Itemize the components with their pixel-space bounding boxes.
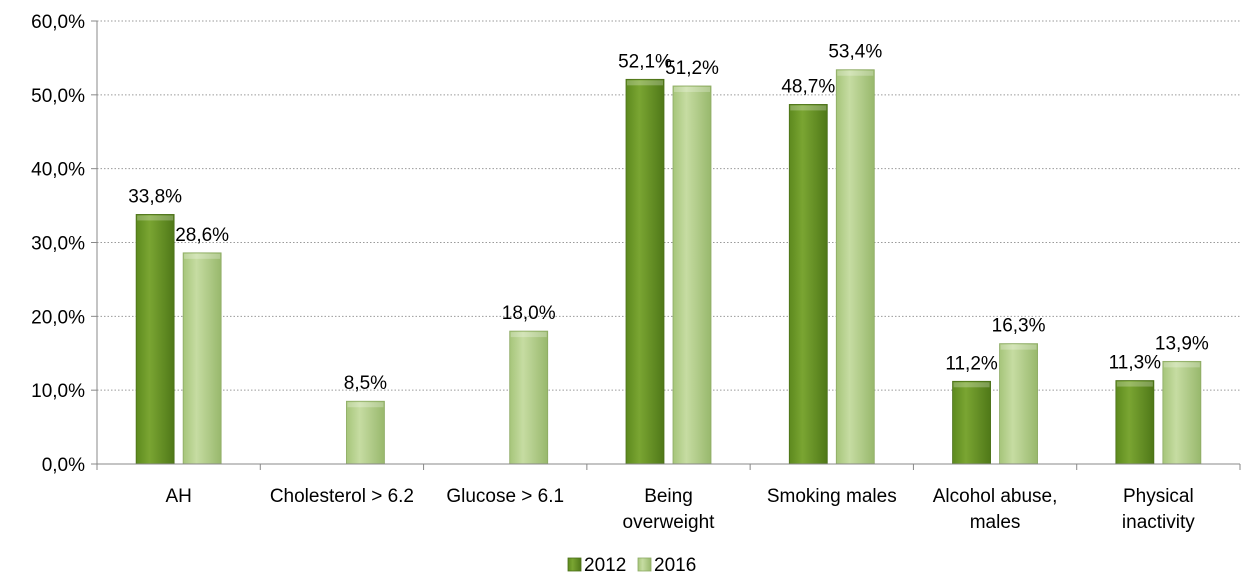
data-label: 48,7% bbox=[781, 76, 835, 97]
x-tick-label: Physical inactivity bbox=[1122, 486, 1195, 533]
bar-highlight bbox=[510, 332, 547, 338]
x-tick-label: Alcohol abuse, males bbox=[933, 486, 1058, 533]
bar-highlight bbox=[627, 80, 663, 86]
bar-2012 bbox=[1115, 380, 1155, 465]
bar-2016 bbox=[182, 252, 222, 465]
bar-2016 bbox=[999, 343, 1038, 465]
y-tick-label: 10,0% bbox=[31, 381, 85, 402]
y-tick-label: 40,0% bbox=[31, 160, 85, 181]
data-label: 13,9% bbox=[1155, 333, 1209, 354]
data-label: 51,2% bbox=[665, 58, 719, 79]
data-label: 11,3% bbox=[1109, 353, 1162, 374]
x-tick-label: AH bbox=[165, 486, 191, 507]
legend-swatch-2016 bbox=[637, 557, 652, 572]
bar-2012 bbox=[788, 104, 828, 465]
data-label: 11,2% bbox=[945, 353, 998, 374]
bar-highlight bbox=[790, 105, 827, 111]
bar-highlight bbox=[1000, 344, 1037, 350]
legend-swatch-2012 bbox=[567, 557, 582, 572]
data-labels: 33,8% 28,6% 8,5% 18,0% 52,1%51,2% 48,7% 53,4% 1… bbox=[128, 42, 1209, 395]
data-label: 33,8% bbox=[128, 186, 182, 207]
bar-highlight bbox=[137, 215, 174, 221]
bar-highlight bbox=[953, 382, 990, 388]
data-label: 28,6% bbox=[175, 225, 229, 246]
bar-2012 bbox=[135, 214, 175, 465]
y-tick-label: 20,0% bbox=[31, 307, 85, 328]
bar-2016 bbox=[835, 69, 875, 465]
bar-2016 bbox=[1162, 360, 1202, 465]
bar-2012 bbox=[625, 78, 665, 465]
bar-2012 bbox=[952, 380, 991, 465]
bar-2016 bbox=[346, 400, 385, 465]
y-tick-label: 0,0% bbox=[42, 455, 85, 476]
bar-2016 bbox=[509, 330, 549, 465]
y-axis: 0,0% 10,0% 20,0% 30,0% 40,0% 50,0% 60,0% bbox=[31, 12, 98, 476]
bar-highlight bbox=[1163, 362, 1200, 368]
x-tick-label: Smoking males bbox=[767, 486, 897, 507]
data-label: 53,4% bbox=[828, 42, 882, 63]
gridlines bbox=[97, 20, 1240, 391]
x-tick-label: Being overweight bbox=[623, 486, 716, 533]
bar-highlight bbox=[674, 86, 710, 92]
bar-highlight bbox=[837, 70, 874, 76]
x-tick-label: Glucose > 6.1 bbox=[446, 486, 564, 507]
data-label: 16,3% bbox=[992, 316, 1046, 337]
bars bbox=[135, 69, 1202, 465]
y-tick-label: 50,0% bbox=[31, 86, 85, 107]
bar-highlight bbox=[347, 402, 384, 408]
x-tick-label: Cholesterol > 6.2 bbox=[270, 486, 414, 507]
legend-label-2012: 2012 bbox=[584, 555, 626, 576]
legend: 2012 2016 bbox=[567, 555, 696, 576]
x-axis: AH Cholesterol > 6.2 Glucose > 6.1 Being ove… bbox=[96, 463, 1241, 533]
data-label: 8,5% bbox=[344, 373, 387, 394]
bar-2016 bbox=[672, 85, 712, 465]
legend-label-2016: 2016 bbox=[654, 555, 696, 576]
data-label: 18,0% bbox=[502, 303, 556, 324]
bar-highlight bbox=[184, 253, 221, 259]
y-tick-label: 60,0% bbox=[31, 12, 85, 33]
data-label: 52,1% bbox=[618, 51, 672, 72]
bar-highlight bbox=[1116, 381, 1153, 387]
y-tick-label: 30,0% bbox=[31, 234, 85, 255]
